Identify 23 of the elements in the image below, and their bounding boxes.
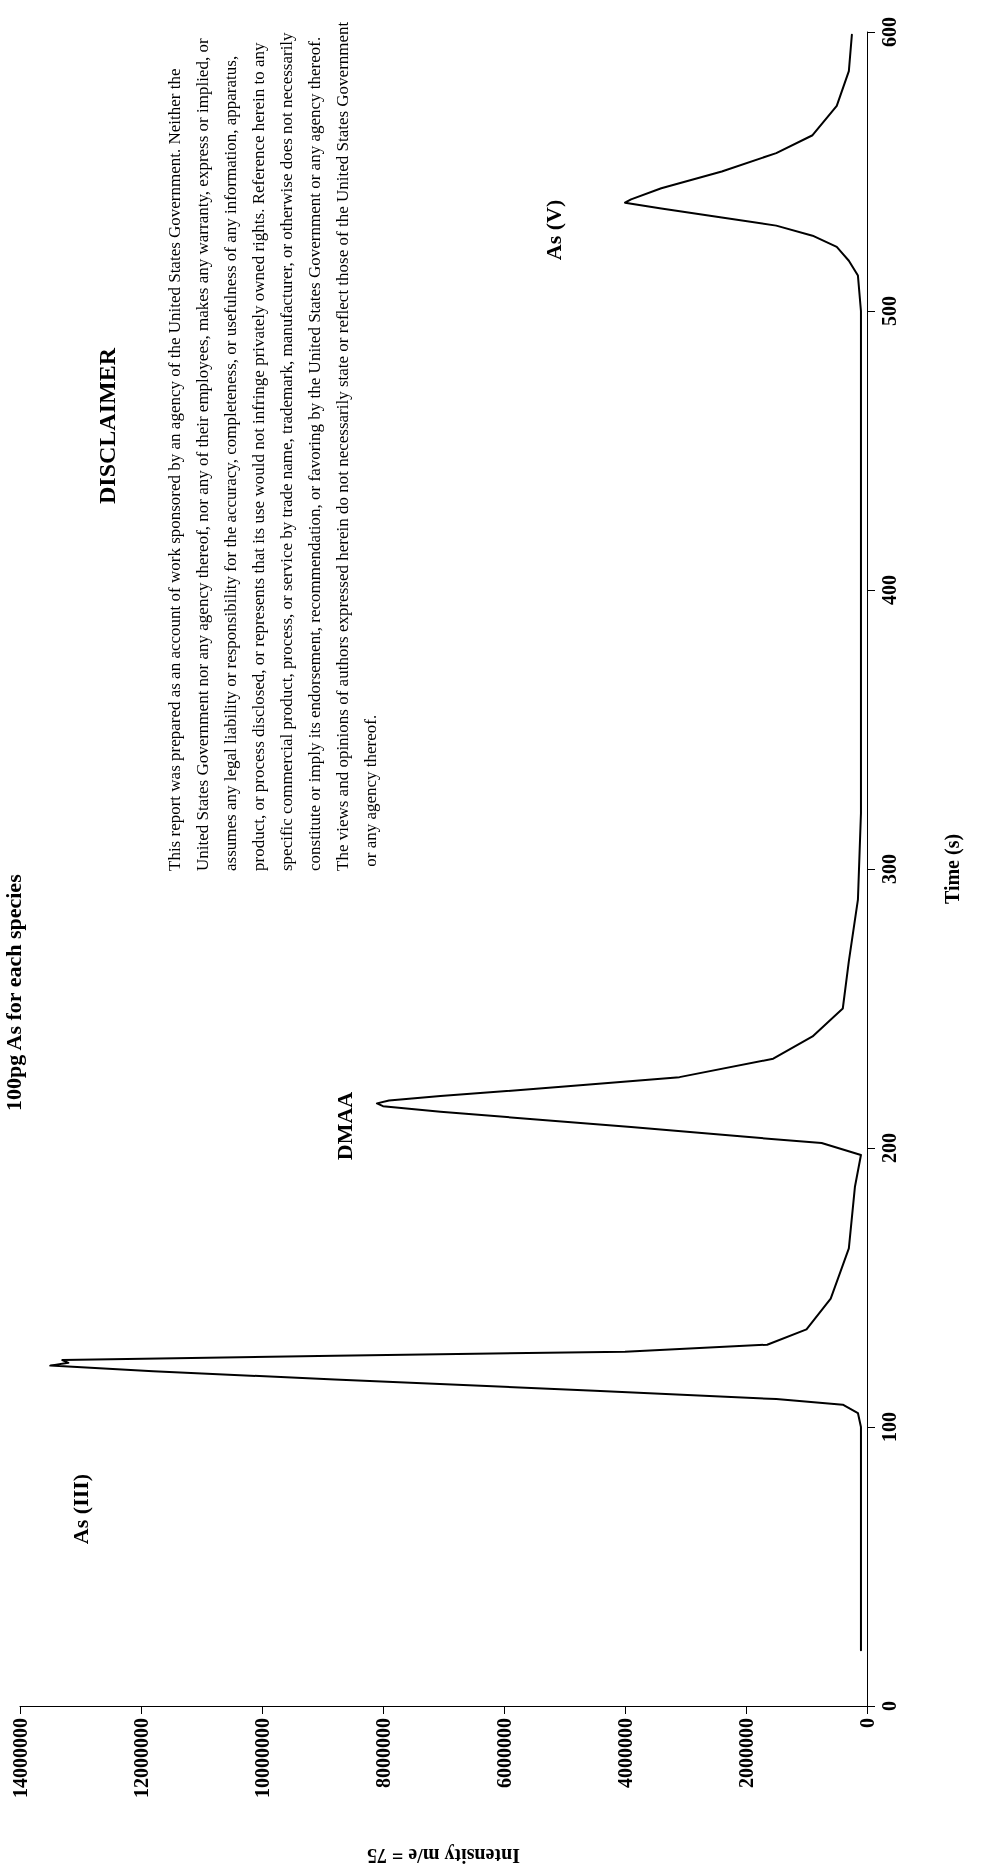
annotation: DISCLAIMER	[94, 347, 120, 505]
x-tick-label: 12000000	[130, 1718, 152, 1798]
x-tick-label: 4000000	[614, 1718, 636, 1788]
x-tick-label: 2000000	[735, 1718, 757, 1788]
x-tick-label: 10000000	[251, 1718, 273, 1798]
y-tick-label: 600	[878, 17, 900, 47]
y-tick-label: 400	[878, 575, 900, 605]
x-tick-label: 0	[856, 1718, 878, 1728]
annotation: This report was prepared as an account of work sponsored by an agency of the United States Government. Neither the United States Government nor any agency thereof, nor any of their employees, makes any warranty, express or implied, or assumes any legal liability or responsibility for the accuracy, completeness, or usefulness of any information, apparatus, product, or process disclosed, or represents that its use would not infringe privately owned rights. Reference herein to any specific commercial product, process, or service by trade name, trademark, manufacturer, or otherwise does not necessarily constitute or imply its endorsement, recommendation, or favoring by the United States Government or any agency thereof. The views and opinions of authors expressed herein do not necessarily state or reflect those of the United States Government or any agency thereof.	[164, 21, 380, 871]
annotation: DMAA	[331, 1091, 357, 1161]
annotation: As (III)	[67, 1473, 93, 1545]
x-tick-label: 6000000	[493, 1718, 515, 1788]
x-tick-label: 8000000	[372, 1718, 394, 1788]
y-tick-label: 500	[878, 296, 900, 326]
text: 100pg As for each species	[0, 873, 26, 1111]
y-tick-label: 0	[878, 1701, 900, 1711]
x-axis-title: Intensity m/e = 75	[366, 1844, 521, 1867]
x-tick-label: 14000000	[9, 1718, 31, 1798]
y-tick-label: 200	[878, 1133, 900, 1163]
annotation: As (V)	[540, 199, 566, 261]
y-axis-title: Time (s)	[941, 833, 964, 905]
y-tick-label: 100	[878, 1412, 900, 1442]
y-tick-label: 300	[878, 854, 900, 884]
